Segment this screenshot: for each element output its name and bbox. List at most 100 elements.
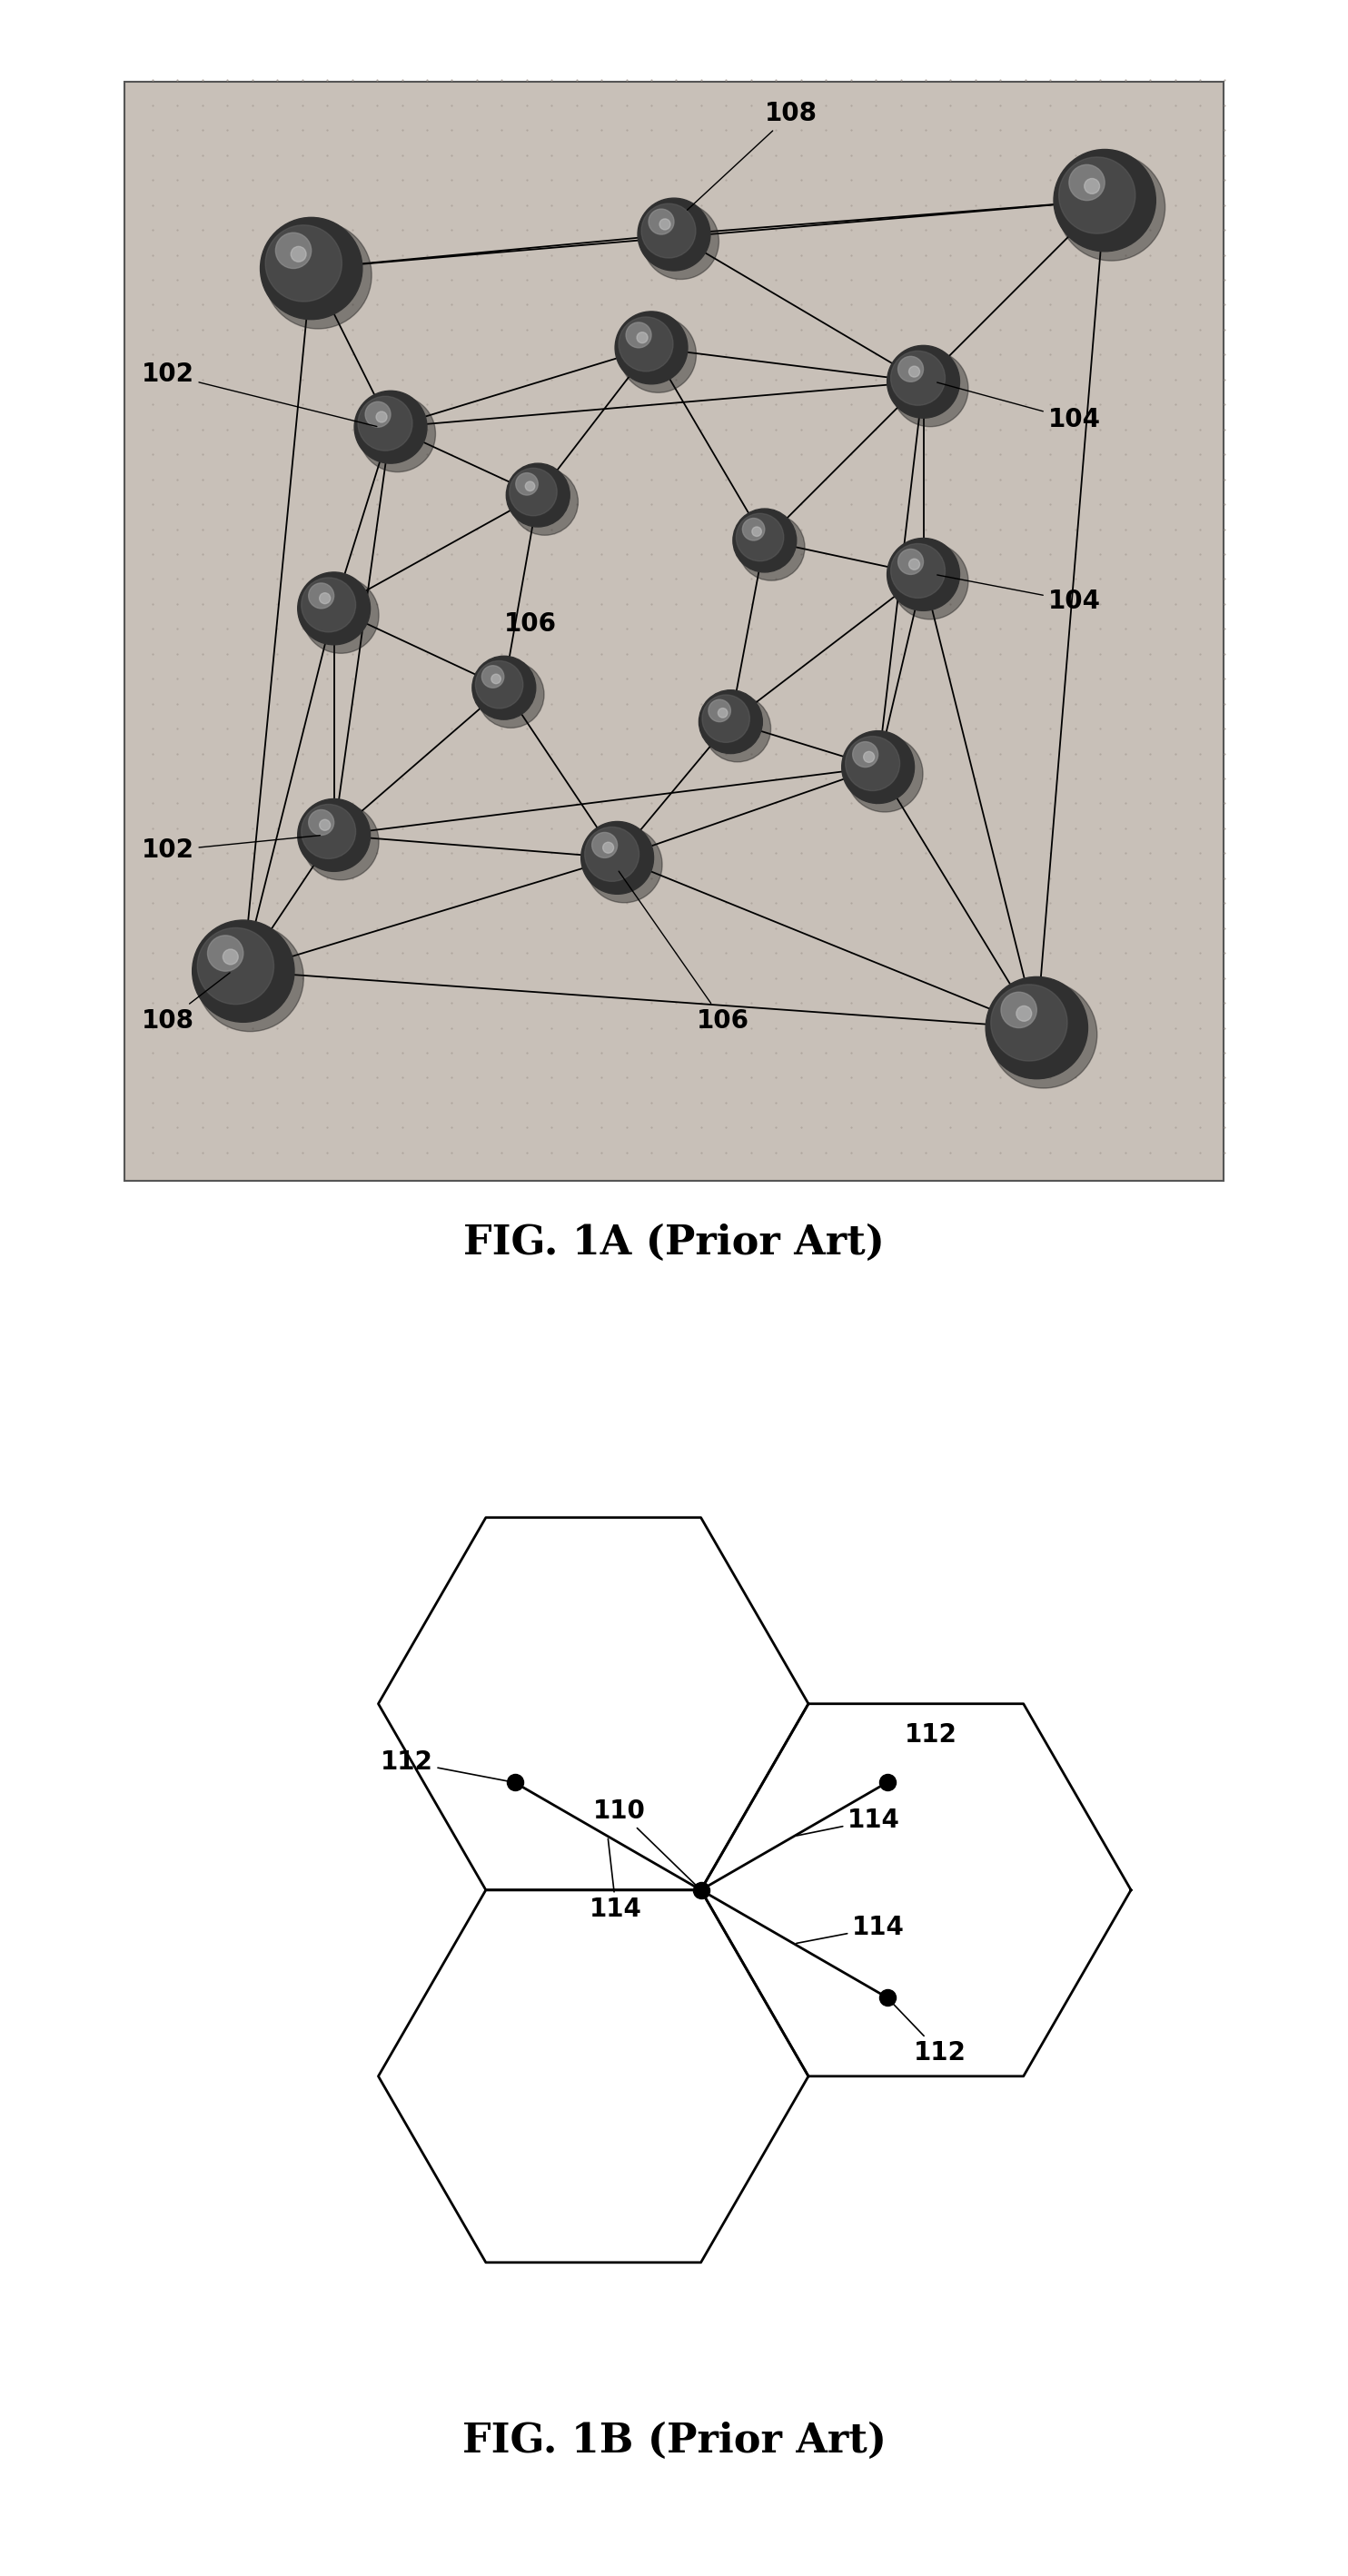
Circle shape: [222, 948, 239, 963]
Circle shape: [309, 809, 334, 835]
Circle shape: [718, 708, 728, 719]
Circle shape: [615, 312, 687, 384]
Circle shape: [603, 842, 613, 853]
Circle shape: [526, 482, 535, 492]
Circle shape: [476, 662, 523, 708]
Circle shape: [472, 657, 535, 719]
Circle shape: [619, 317, 673, 371]
Circle shape: [752, 528, 762, 536]
Circle shape: [1069, 165, 1105, 201]
Circle shape: [302, 804, 356, 858]
Circle shape: [260, 216, 363, 319]
Circle shape: [892, 350, 968, 428]
Text: 102: 102: [142, 835, 319, 863]
Circle shape: [985, 976, 1088, 1079]
Circle shape: [193, 920, 294, 1023]
Text: 106: 106: [619, 871, 749, 1033]
Circle shape: [704, 696, 771, 762]
Circle shape: [266, 224, 342, 301]
Text: 102: 102: [142, 361, 377, 428]
Text: 114: 114: [797, 1914, 905, 1942]
Circle shape: [359, 397, 412, 451]
Circle shape: [1016, 1005, 1031, 1020]
Circle shape: [355, 392, 427, 464]
Circle shape: [581, 822, 654, 894]
Text: FIG. 1B (Prior Art): FIG. 1B (Prior Art): [462, 2421, 886, 2460]
Text: 114: 114: [797, 1808, 900, 1837]
Circle shape: [709, 701, 731, 721]
Circle shape: [275, 232, 311, 268]
Circle shape: [625, 322, 651, 348]
Circle shape: [853, 742, 878, 768]
Circle shape: [659, 219, 670, 229]
Text: 104: 104: [937, 381, 1101, 433]
Circle shape: [491, 675, 501, 683]
Circle shape: [303, 804, 379, 881]
Circle shape: [592, 832, 617, 858]
Text: FIG. 1A (Prior Art): FIG. 1A (Prior Art): [464, 1224, 884, 1262]
Circle shape: [733, 507, 797, 572]
Text: 112: 112: [380, 1749, 512, 1783]
Circle shape: [887, 345, 960, 417]
Circle shape: [309, 582, 334, 608]
Circle shape: [585, 827, 639, 881]
Circle shape: [197, 927, 274, 1005]
Circle shape: [302, 577, 356, 631]
Text: 112: 112: [905, 1723, 957, 1747]
Text: 108: 108: [687, 100, 817, 211]
Circle shape: [736, 513, 783, 562]
Text: 108: 108: [142, 974, 231, 1033]
Circle shape: [291, 247, 306, 263]
Circle shape: [898, 549, 923, 574]
Circle shape: [845, 737, 899, 791]
Circle shape: [1002, 992, 1037, 1028]
Circle shape: [743, 518, 764, 541]
Circle shape: [319, 592, 330, 603]
Circle shape: [197, 925, 303, 1030]
Circle shape: [989, 981, 1097, 1087]
Circle shape: [365, 402, 391, 428]
Circle shape: [887, 538, 960, 611]
Circle shape: [991, 984, 1068, 1061]
Circle shape: [898, 355, 923, 381]
Circle shape: [376, 412, 387, 422]
Circle shape: [477, 662, 545, 729]
Circle shape: [841, 732, 914, 804]
Circle shape: [638, 198, 710, 270]
Circle shape: [643, 204, 718, 278]
FancyBboxPatch shape: [124, 82, 1224, 1180]
Circle shape: [847, 737, 923, 811]
Text: 114: 114: [590, 1839, 643, 1922]
Circle shape: [636, 332, 647, 343]
Circle shape: [516, 474, 538, 495]
Circle shape: [1058, 157, 1135, 234]
Circle shape: [864, 752, 875, 762]
Circle shape: [1058, 155, 1165, 260]
Text: 104: 104: [937, 574, 1101, 613]
Circle shape: [642, 204, 696, 258]
Circle shape: [208, 935, 243, 971]
Circle shape: [319, 819, 330, 829]
Circle shape: [909, 559, 919, 569]
Circle shape: [909, 366, 919, 376]
Circle shape: [1084, 178, 1100, 193]
Circle shape: [303, 577, 379, 654]
Circle shape: [264, 222, 372, 330]
Circle shape: [1054, 149, 1155, 252]
Circle shape: [891, 350, 945, 404]
Text: 106: 106: [504, 611, 557, 636]
Circle shape: [892, 544, 968, 618]
Circle shape: [298, 572, 371, 644]
Circle shape: [360, 397, 435, 471]
Circle shape: [511, 469, 578, 536]
Circle shape: [507, 464, 570, 528]
Circle shape: [510, 469, 557, 515]
Text: 110: 110: [593, 1798, 700, 1888]
Circle shape: [586, 827, 662, 902]
Circle shape: [739, 515, 805, 580]
Circle shape: [648, 209, 674, 234]
Circle shape: [698, 690, 763, 755]
Circle shape: [481, 665, 504, 688]
Text: 112: 112: [888, 1999, 967, 2066]
Circle shape: [891, 544, 945, 598]
